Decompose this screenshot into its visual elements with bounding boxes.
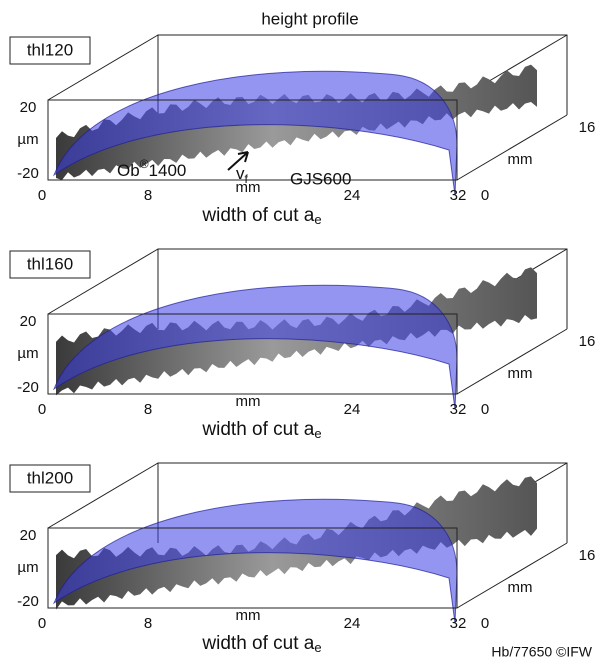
x-axis-label: width of cut ae: [201, 205, 321, 227]
box-front: [47, 527, 458, 609]
annotation: GJS600: [290, 169, 351, 188]
box-back: [157, 34, 568, 115]
text-part: 1400: [149, 161, 187, 180]
box-front: [47, 99, 458, 181]
text-part: width of cut a: [201, 419, 314, 440]
text-part: Ob: [117, 161, 140, 180]
y-axis-unit: mm: [508, 365, 533, 382]
box-edge: [47, 248, 159, 315]
x-tick-label: 0: [38, 401, 46, 418]
text-part: f: [245, 172, 249, 186]
box-back: [157, 248, 568, 329]
box-front: [47, 313, 458, 395]
x-tick-label: 32: [450, 187, 467, 204]
panel-label: thl160: [27, 254, 73, 273]
box-back: [157, 462, 568, 543]
box-edge: [456, 328, 568, 395]
panel-label: thl120: [27, 40, 73, 59]
panel-label-box: [9, 36, 91, 65]
x-tick-label: 0: [38, 187, 46, 204]
cut-profile: [52, 498, 458, 624]
text-part: e: [314, 426, 321, 441]
cut-profile: [52, 284, 458, 410]
x-axis-unit: mm: [236, 607, 261, 624]
x-axis-unit: mm: [236, 179, 261, 196]
text-part: width of cut a: [201, 633, 314, 654]
y-tick-label: 0: [481, 401, 489, 418]
z-axis-unit: µm: [17, 559, 38, 576]
annotation: vf: [236, 164, 249, 186]
box-edge: [47, 34, 159, 101]
panel: thl200 20 µm -20 0 8 24 32 mm width of cut ae 0 mm 1…: [9, 462, 596, 655]
x-tick-label: 32: [450, 401, 467, 418]
z-tick-label: 20: [20, 99, 37, 116]
text-part: e: [314, 212, 321, 227]
feed-arrow: [227, 151, 249, 171]
panel-label-box: [9, 250, 91, 279]
z-tick-label: -20: [17, 165, 39, 182]
x-tick-label: 24: [344, 401, 361, 418]
text-part: width of cut a: [201, 205, 314, 226]
y-tick-label: 16: [579, 333, 596, 350]
z-tick-label: -20: [17, 593, 39, 610]
y-tick-label: 0: [481, 615, 489, 632]
x-axis-label: width of cut ae: [201, 633, 321, 655]
y-tick-label: 0: [481, 187, 489, 204]
cut-profile: [52, 70, 458, 196]
text-part: e: [314, 640, 321, 655]
box-edge: [456, 542, 568, 609]
z-axis-unit: µm: [17, 131, 38, 148]
panel-label: thl200: [27, 468, 73, 487]
x-tick-label: 8: [144, 615, 152, 632]
z-tick-label: -20: [17, 379, 39, 396]
footer: Hb/77650 ©IFW: [491, 644, 592, 660]
panel: thl160 20 µm -20 0 8 24 32 mm width of cut ae 0 mm 1…: [9, 248, 596, 441]
x-tick-label: 8: [144, 187, 152, 204]
annotation: Ob®1400: [117, 157, 186, 180]
x-tick-label: 32: [450, 615, 467, 632]
box-edge: [47, 462, 159, 529]
x-tick-label: 0: [38, 615, 46, 632]
z-tick-label: 20: [20, 313, 37, 330]
z-axis-unit: µm: [17, 345, 38, 362]
text-part: v: [236, 164, 245, 183]
y-axis-unit: mm: [508, 151, 533, 168]
z-tick-label: 20: [20, 527, 37, 544]
x-axis-unit: mm: [236, 393, 261, 410]
box-edge: [456, 114, 568, 181]
y-tick-label: 16: [579, 119, 596, 136]
y-tick-label: 16: [579, 547, 596, 564]
x-tick-label: 8: [144, 401, 152, 418]
x-tick-label: 24: [344, 615, 361, 632]
y-axis-unit: mm: [508, 579, 533, 596]
x-tick-label: 24: [344, 187, 361, 204]
figure-title: height profile: [261, 9, 358, 28]
x-axis-label: width of cut ae: [201, 419, 321, 441]
panel-label-box: [9, 464, 91, 493]
text-part: ®: [140, 157, 149, 171]
panel: thl120 20 µm -20 0 8 24 32 mm width of cut ae 0 mm 1…: [9, 34, 596, 227]
